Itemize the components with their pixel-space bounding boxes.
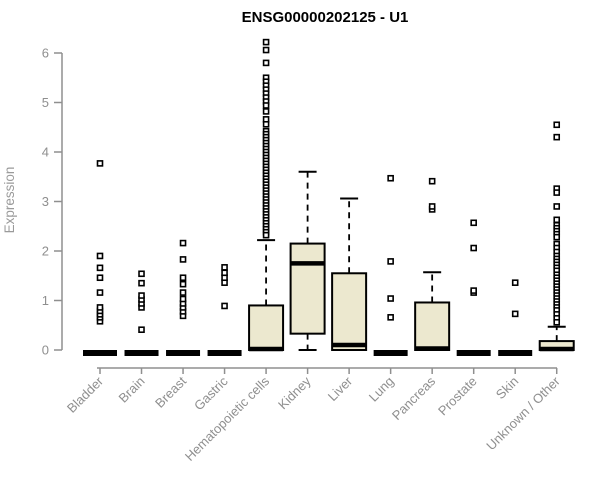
x-tick-label-gastric: Gastric: [191, 373, 231, 413]
boxplot-group-kidney: [289, 170, 326, 351]
outlier-point: [179, 289, 187, 296]
outlier-point: [387, 174, 394, 182]
outlier-point: [470, 219, 477, 227]
y-tick-label: 6: [42, 46, 49, 61]
outlier-point: [553, 121, 561, 129]
outlier-point: [96, 252, 104, 260]
y-tick-label: 0: [42, 343, 49, 358]
outlier-point: [553, 318, 561, 326]
boxplot-group-brain: [124, 270, 159, 356]
outlier-point: [138, 326, 145, 334]
boxplot-group-prostate: [456, 219, 491, 356]
y-tick-label: 2: [42, 244, 49, 259]
plot-area: [83, 38, 575, 356]
outlier-point: [138, 270, 145, 278]
y-tick-label: 5: [42, 95, 49, 110]
outlier-point: [262, 102, 270, 109]
outlier-point: [262, 108, 270, 115]
collapsed-box: [207, 350, 242, 356]
outlier-point: [387, 258, 394, 265]
outlier-point: [511, 279, 519, 286]
outlier-point: [96, 289, 104, 296]
boxplot-group-unknown-other: [538, 121, 575, 352]
x-tick-label-pancreas: Pancreas: [389, 373, 439, 423]
x-tick-label-bladder: Bladder: [64, 373, 107, 416]
x-tick-label-brain: Brain: [116, 374, 148, 406]
boxplot-group-liver: [331, 197, 368, 351]
boxplot-group-bladder: [83, 160, 117, 356]
x-tick-label-kidney: Kidney: [275, 373, 314, 412]
outlier-point: [179, 295, 187, 303]
box: [331, 272, 368, 351]
outlier-point: [553, 189, 561, 196]
y-axis-label: Expression: [2, 167, 17, 234]
outlier-point: [138, 292, 145, 299]
outlier-point: [553, 233, 561, 241]
outlier-point: [470, 244, 477, 252]
collapsed-box: [166, 350, 201, 356]
outlier-point: [387, 314, 394, 321]
outlier-point: [179, 274, 187, 282]
chart-title: ENSG00000202125 - U1: [242, 9, 409, 26]
boxplot-group-skin: [498, 279, 533, 356]
outlier-point: [428, 177, 436, 185]
outlier-point: [262, 59, 270, 67]
outlier-point: [96, 304, 104, 311]
outlier-point: [428, 203, 436, 210]
boxplot-group-hematopoietic-cells: [248, 38, 285, 352]
collapsed-box: [124, 350, 159, 356]
outlier-point: [553, 203, 561, 210]
boxplot-group-gastric: [207, 264, 242, 356]
outlier-point: [470, 287, 477, 294]
outlier-point: [96, 264, 104, 272]
outlier-point: [262, 231, 270, 239]
outlier-point: [179, 239, 187, 247]
y-tick-label: 3: [42, 194, 49, 209]
x-tick-label-prostate: Prostate: [435, 374, 480, 419]
outlier-point: [221, 264, 228, 271]
collapsed-box: [373, 350, 408, 356]
outlier-point: [179, 256, 187, 263]
outlier-point: [262, 120, 270, 128]
outlier-point: [96, 274, 104, 282]
box: [248, 304, 285, 352]
collapsed-box: [456, 350, 491, 356]
collapsed-box: [498, 350, 533, 356]
outlier-point: [553, 133, 561, 141]
x-tick-label-breast: Breast: [152, 373, 189, 410]
outlier-point: [387, 295, 394, 302]
outlier-point: [221, 302, 228, 310]
box: [414, 301, 451, 352]
outlier-point: [138, 279, 145, 287]
collapsed-box: [83, 350, 117, 356]
y-tick-label: 4: [42, 145, 49, 160]
outlier-point: [553, 216, 561, 224]
box: [289, 242, 326, 335]
boxplot-group-pancreas: [414, 177, 451, 352]
x-tick-label-skin: Skin: [493, 374, 521, 402]
y-axis: 0 1 2 3 4 5 6: [42, 46, 63, 358]
x-tick-label-liver: Liver: [325, 373, 356, 404]
outlier-point: [96, 160, 104, 167]
outlier-point: [511, 310, 519, 318]
outlier-point: [262, 38, 270, 46]
x-tick-label-lung: Lung: [366, 374, 397, 405]
y-tick-label: 1: [42, 293, 49, 308]
outlier-point: [262, 46, 270, 54]
outlier-point: [221, 269, 228, 277]
outlier-point: [179, 280, 187, 288]
boxplot-group-lung: [373, 174, 408, 356]
x-tick-label-unknown-other: Unknown / Other: [483, 373, 563, 453]
boxplot-group-breast: [166, 239, 201, 356]
